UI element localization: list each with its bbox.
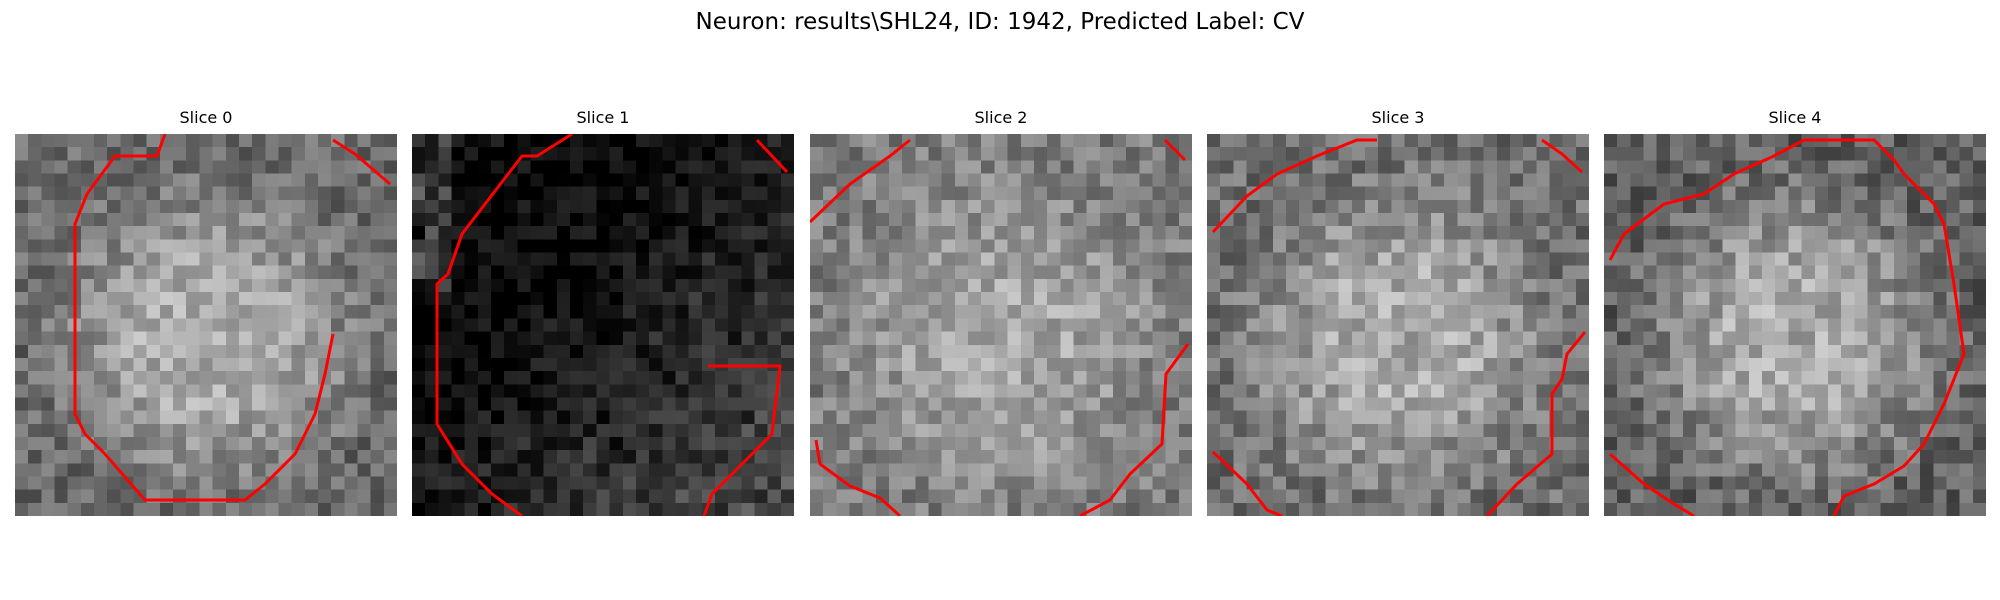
slice-image bbox=[1207, 134, 1589, 516]
slice-panel-1: Slice 1 bbox=[412, 108, 794, 516]
slice-panel-2: Slice 2 bbox=[810, 108, 1192, 516]
figure-title: Neuron: results\SHL24, ID: 1942, Predict… bbox=[695, 9, 1305, 35]
slice-title: Slice 4 bbox=[1768, 108, 1822, 127]
slice-title: Slice 2 bbox=[974, 108, 1028, 127]
grayscale-pixels bbox=[1207, 134, 1589, 516]
grayscale-pixels bbox=[1604, 134, 1986, 516]
slice-image bbox=[412, 134, 794, 516]
grayscale-pixels bbox=[412, 134, 794, 516]
slice-panel-0: Slice 0 bbox=[15, 108, 397, 516]
roi-contour bbox=[1211, 138, 1587, 516]
slice-image bbox=[15, 134, 397, 516]
slice-panel-3: Slice 3 bbox=[1207, 108, 1589, 516]
roi-contour bbox=[435, 134, 789, 516]
slice-image bbox=[810, 134, 1192, 516]
roi-contour bbox=[810, 138, 1190, 516]
slice-panel-4: Slice 4 bbox=[1604, 108, 1986, 516]
roi-contour bbox=[1608, 138, 1966, 516]
grayscale-pixels bbox=[15, 134, 397, 516]
roi-contour bbox=[73, 134, 391, 502]
grayscale-pixels bbox=[810, 134, 1192, 516]
slice-image bbox=[1604, 134, 1986, 516]
slice-title: Slice 0 bbox=[179, 108, 233, 127]
slice-title: Slice 1 bbox=[576, 108, 630, 127]
slice-title: Slice 3 bbox=[1371, 108, 1425, 127]
